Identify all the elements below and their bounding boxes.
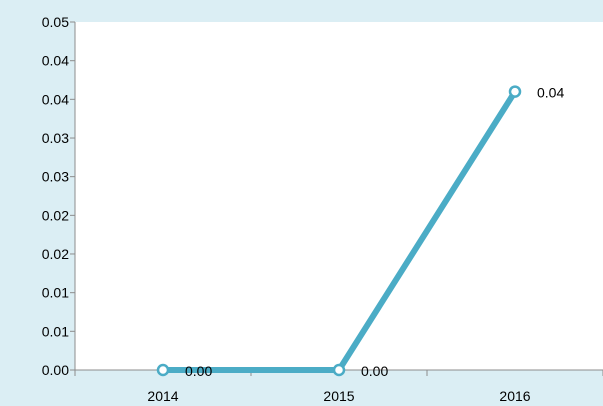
data-label: 0.04 [537,85,564,101]
data-point [508,85,522,98]
data-label: 0.00 [185,363,212,379]
y-tick-label: 0.02 [42,246,69,262]
y-tick-label: 0.05 [42,14,69,30]
x-tick-label: 2016 [499,388,530,404]
x-tick-label: 2015 [323,388,354,404]
y-tick-label: 0.02 [42,207,69,223]
data-point [332,363,346,377]
x-tick-label: 2014 [147,388,178,404]
plot-area [75,22,603,370]
y-tick-label: 0.04 [42,53,69,69]
y-tick-label: 0.03 [42,130,69,146]
data-label: 0.00 [361,363,388,379]
y-tick-label: 0.01 [42,285,69,301]
y-tick-label: 0.01 [42,323,69,339]
y-tick-label: 0.04 [42,91,69,107]
y-tick-label: 0.03 [42,169,69,185]
y-tick-label: 0.00 [42,362,69,378]
data-point [156,363,170,377]
